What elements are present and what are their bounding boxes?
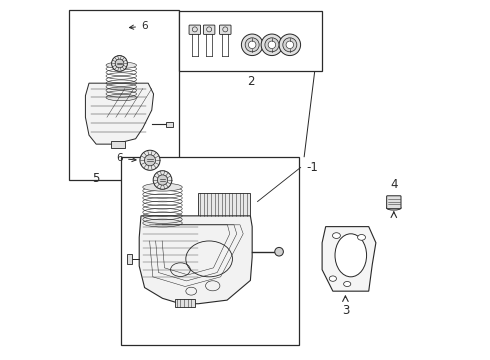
FancyBboxPatch shape [189, 25, 200, 35]
Text: 4: 4 [390, 178, 397, 191]
FancyBboxPatch shape [220, 25, 231, 35]
Circle shape [248, 41, 256, 49]
Bar [69, 10, 179, 180]
Circle shape [145, 155, 155, 166]
Bar [198, 193, 250, 216]
Polygon shape [139, 216, 252, 304]
Circle shape [279, 34, 300, 55]
Ellipse shape [143, 183, 182, 191]
Circle shape [245, 38, 259, 52]
Ellipse shape [143, 219, 182, 227]
Circle shape [286, 41, 294, 49]
Polygon shape [322, 226, 376, 291]
Circle shape [115, 59, 124, 68]
Text: -1: -1 [306, 161, 318, 174]
Ellipse shape [358, 234, 366, 240]
Text: 6: 6 [117, 153, 136, 163]
Circle shape [268, 41, 276, 49]
FancyBboxPatch shape [203, 25, 215, 35]
Bar [126, 253, 132, 264]
Circle shape [157, 175, 168, 185]
FancyBboxPatch shape [387, 196, 401, 209]
Ellipse shape [106, 94, 137, 101]
Bar [122, 157, 299, 345]
Ellipse shape [343, 282, 351, 287]
Circle shape [275, 247, 283, 256]
Circle shape [112, 55, 127, 71]
Text: 2: 2 [246, 75, 254, 88]
Bar [111, 141, 125, 148]
Circle shape [265, 38, 279, 52]
Bar [175, 300, 195, 307]
Text: 5: 5 [93, 172, 100, 185]
Ellipse shape [106, 62, 137, 68]
Ellipse shape [333, 233, 341, 238]
Circle shape [261, 34, 283, 55]
Polygon shape [85, 83, 153, 144]
Bar [179, 12, 322, 71]
Ellipse shape [335, 234, 367, 277]
Ellipse shape [329, 276, 337, 281]
Ellipse shape [387, 206, 401, 210]
Circle shape [140, 150, 160, 170]
Text: 3: 3 [342, 304, 349, 317]
Circle shape [283, 38, 297, 52]
Bar [166, 122, 172, 127]
Circle shape [153, 171, 172, 189]
Circle shape [242, 34, 263, 55]
Text: 6: 6 [129, 21, 147, 31]
